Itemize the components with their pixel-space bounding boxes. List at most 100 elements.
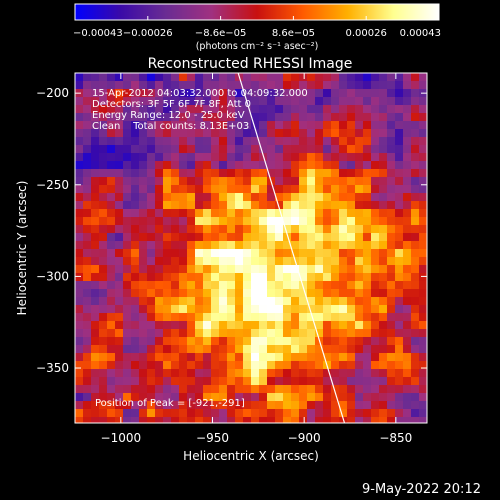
heatmap-cell — [155, 345, 163, 353]
heatmap-cell — [91, 113, 99, 121]
heatmap-cell — [315, 81, 323, 89]
heatmap-cell — [235, 401, 243, 409]
heatmap-cell — [331, 369, 339, 377]
heatmap-cell — [243, 177, 251, 185]
heatmap-cell — [235, 377, 243, 385]
heatmap-cell — [355, 113, 363, 121]
heatmap-cell — [163, 313, 171, 321]
heatmap-cell — [107, 113, 115, 121]
heatmap-cell — [195, 385, 203, 393]
heatmap-cell — [75, 345, 83, 353]
heatmap-cell — [219, 257, 227, 265]
heatmap-cell — [155, 265, 163, 273]
heatmap-cell — [267, 201, 275, 209]
heatmap-cell — [139, 329, 147, 337]
heatmap-cell — [251, 153, 259, 161]
heatmap-cell — [267, 145, 275, 153]
heatmap-cell — [203, 417, 211, 423]
heatmap-cell — [235, 369, 243, 377]
heatmap-cell — [355, 89, 363, 97]
heatmap-cell — [363, 329, 371, 337]
heatmap-cell — [107, 169, 115, 177]
heatmap-cell — [91, 257, 99, 265]
heatmap-cell — [219, 281, 227, 289]
heatmap-cell — [283, 409, 291, 417]
heatmap-cell — [75, 169, 83, 177]
heatmap-cell — [107, 105, 115, 113]
heatmap-cell — [187, 217, 195, 225]
heatmap-cell — [363, 137, 371, 145]
heatmap-cell — [179, 233, 187, 241]
heatmap-cell — [123, 337, 131, 345]
heatmap-cell — [307, 81, 315, 89]
heatmap-cell — [187, 105, 195, 113]
heatmap-cell — [299, 137, 307, 145]
heatmap-cell — [179, 273, 187, 281]
heatmap-cell — [323, 305, 331, 313]
heatmap-cell — [155, 329, 163, 337]
heatmap-cell — [83, 185, 91, 193]
heatmap-cell — [339, 353, 347, 361]
heatmap-cell — [251, 281, 259, 289]
heatmap-cell — [363, 401, 371, 409]
heatmap-cell — [371, 241, 379, 249]
heatmap-cell — [171, 249, 179, 257]
heatmap-cell — [379, 345, 387, 353]
heatmap-cell — [259, 369, 267, 377]
heatmap-cell — [331, 153, 339, 161]
heatmap-cell — [315, 129, 323, 137]
heatmap-cell — [267, 321, 275, 329]
heatmap-cell — [99, 257, 107, 265]
heatmap-cell — [283, 321, 291, 329]
heatmap-cell — [99, 369, 107, 377]
heatmap-cell — [259, 249, 267, 257]
heatmap-cell — [323, 73, 331, 81]
heatmap-cell — [227, 401, 235, 409]
heatmap-cell — [107, 233, 115, 241]
heatmap-cell — [195, 137, 203, 145]
heatmap-cell — [419, 385, 427, 393]
heatmap-cell — [179, 97, 187, 105]
heatmap-cell — [171, 201, 179, 209]
footer-date: 9-May-2022 20:12 — [362, 482, 481, 497]
heatmap-cell — [251, 385, 259, 393]
heatmap-cell — [355, 393, 363, 401]
heatmap-cell — [243, 329, 251, 337]
heatmap-cell — [307, 217, 315, 225]
heatmap-cell — [155, 321, 163, 329]
heatmap-cell — [403, 337, 411, 345]
heatmap-cell — [147, 281, 155, 289]
heatmap-cell — [139, 361, 147, 369]
heatmap-cell — [91, 273, 99, 281]
heatmap-cell — [419, 169, 427, 177]
heatmap-cell — [99, 153, 107, 161]
heatmap-cell — [315, 185, 323, 193]
heatmap-cell — [251, 185, 259, 193]
heatmap-cell — [411, 105, 419, 113]
heatmap-cell — [211, 97, 219, 105]
heatmap-cell — [75, 105, 83, 113]
heatmap-cell — [411, 137, 419, 145]
heatmap-cell — [267, 217, 275, 225]
heatmap-cell — [331, 409, 339, 417]
heatmap-cell — [363, 217, 371, 225]
heatmap-cell — [171, 329, 179, 337]
heatmap-cell — [75, 121, 83, 129]
heatmap-cell — [267, 89, 275, 97]
heatmap-cell — [139, 113, 147, 121]
x-axis-label: Heliocentric X (arcsec) — [183, 449, 319, 463]
heatmap-cell — [259, 337, 267, 345]
heatmap-cell — [187, 417, 195, 423]
heatmap-cell — [259, 153, 267, 161]
heatmap-cell — [315, 249, 323, 257]
heatmap-cell — [275, 81, 283, 89]
heatmap-cell — [75, 321, 83, 329]
heatmap-cell — [395, 321, 403, 329]
heatmap-cell — [171, 281, 179, 289]
heatmap-cell — [363, 257, 371, 265]
heatmap-cell — [371, 401, 379, 409]
heatmap-cell — [395, 89, 403, 97]
heatmap-cell — [187, 161, 195, 169]
heatmap-cell — [363, 185, 371, 193]
heatmap-cell — [83, 217, 91, 225]
